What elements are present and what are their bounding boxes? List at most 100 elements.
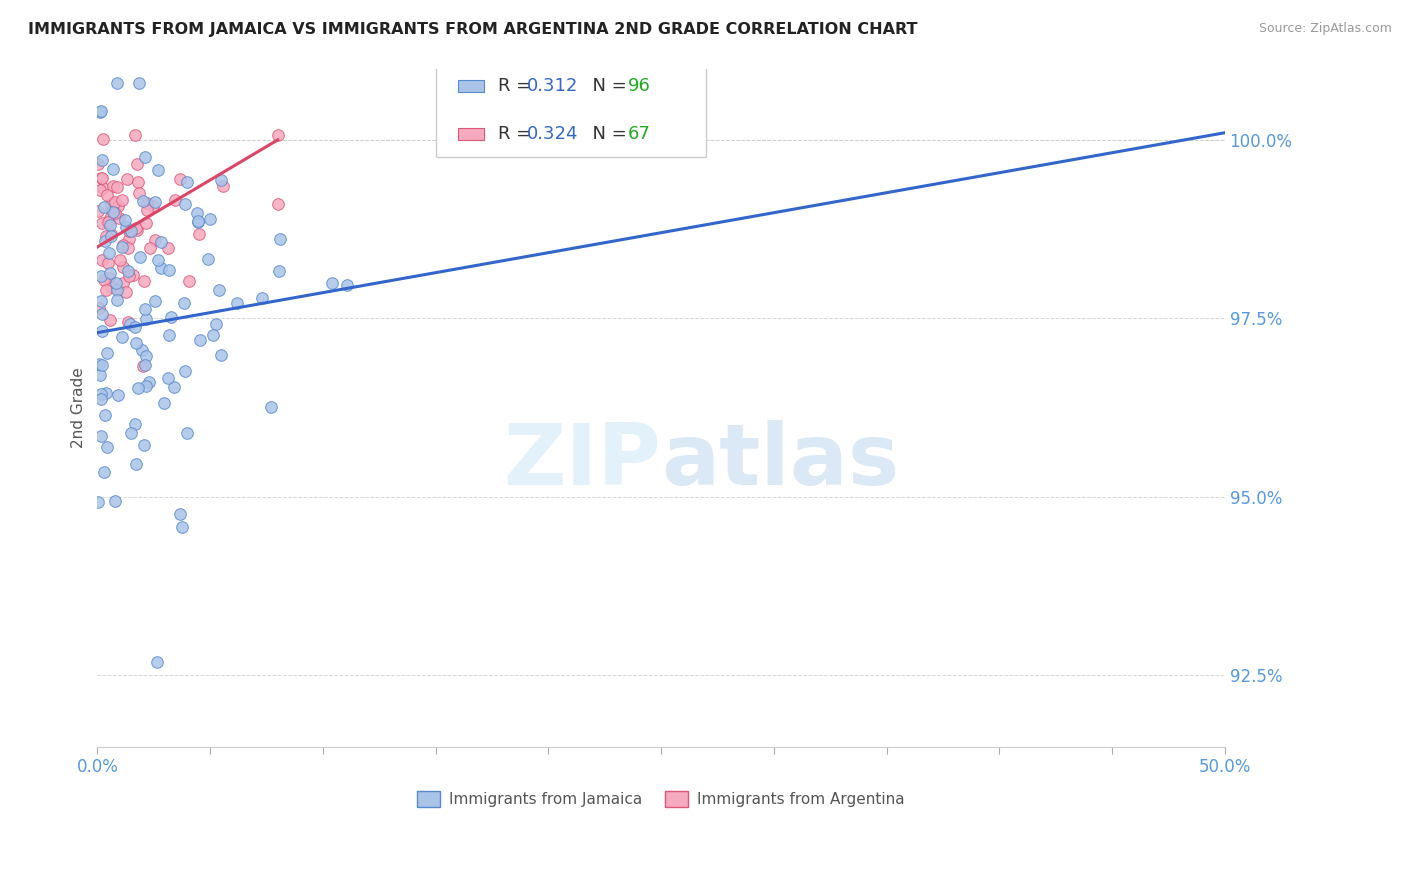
Point [100,229,122,244]
Point [174,197,197,211]
Point [157,371,180,385]
Point [120,224,142,238]
Point [98,266,121,280]
Y-axis label: 2nd Grade: 2nd Grade [72,368,86,448]
Point [111,276,134,290]
Point [211,179,233,194]
Point [90,294,112,309]
Point [89,368,111,382]
Point [93,273,115,287]
Point [98,246,121,260]
Point [90,387,112,401]
Point [103,178,125,193]
Point [267,128,290,142]
Point [269,232,291,246]
Point [250,291,273,305]
Point [132,274,155,288]
Point [131,194,153,209]
Point [176,425,198,440]
FancyBboxPatch shape [436,62,706,157]
Point [87,204,110,219]
Point [135,203,157,218]
Point [134,150,156,164]
Point [118,268,141,283]
Point [112,238,135,252]
Point [91,181,114,195]
Point [134,302,156,317]
Point [107,388,129,402]
Point [209,172,232,186]
Point [94,409,117,423]
Point [90,269,112,284]
Point [104,206,127,220]
Point [204,317,226,331]
Text: 0.312: 0.312 [527,77,579,95]
Point [202,328,225,343]
Point [209,348,232,362]
Point [269,264,291,278]
Point [132,359,155,373]
Point [135,215,157,229]
Point [90,170,112,185]
Point [111,330,134,344]
Point [128,76,150,90]
Point [111,240,134,254]
Point [105,293,128,308]
Point [118,224,141,238]
Point [103,205,125,219]
Point [105,76,128,90]
Point [120,425,142,440]
Point [87,357,110,371]
Text: R =: R = [498,77,537,95]
Point [117,264,139,278]
Point [153,396,176,410]
Point [124,319,146,334]
Point [107,199,129,213]
Point [100,202,122,217]
Point [98,214,121,228]
Point [108,253,131,268]
Point [143,293,166,308]
Point [118,317,141,331]
Point [267,197,290,211]
Point [117,241,139,255]
Point [114,220,136,235]
Point [150,260,173,275]
Point [98,218,121,232]
Point [97,256,120,270]
Point [135,379,157,393]
Point [169,508,191,522]
Point [93,132,115,146]
Point [100,227,122,241]
Point [226,296,249,310]
Text: 96: 96 [627,77,651,95]
Text: R =: R = [498,125,537,143]
Point [124,417,146,431]
Point [157,328,180,343]
Point [125,221,148,235]
Point [134,358,156,372]
Point [101,203,124,218]
Point [321,277,343,291]
Legend: Immigrants from Jamaica, Immigrants from Argentina: Immigrants from Jamaica, Immigrants from… [411,785,911,814]
Point [94,385,117,400]
Point [93,465,115,479]
Text: 67: 67 [627,125,651,143]
Point [90,252,112,267]
Point [170,520,193,534]
FancyBboxPatch shape [458,128,485,140]
Point [187,214,209,228]
Point [169,172,191,186]
Point [91,307,114,321]
Point [149,235,172,249]
Point [208,283,231,297]
Point [101,161,124,176]
Point [135,312,157,326]
Point [142,199,165,213]
Point [124,336,146,351]
Point [188,333,211,347]
Point [118,232,141,246]
Point [125,157,148,171]
Point [146,655,169,669]
Point [97,271,120,285]
